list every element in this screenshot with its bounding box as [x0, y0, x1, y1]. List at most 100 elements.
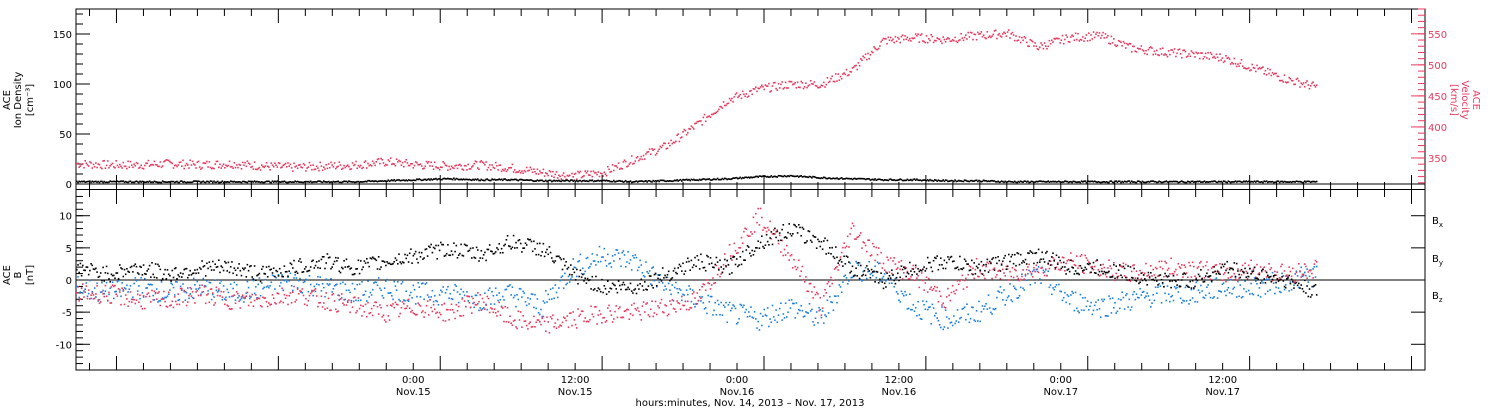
bz-point	[423, 316, 425, 318]
density-point	[574, 180, 577, 183]
by-point	[621, 251, 623, 254]
by-point	[634, 254, 637, 256]
velocity-point	[299, 164, 301, 166]
bz-point	[599, 313, 602, 315]
density-point	[320, 181, 323, 183]
bx-point	[786, 237, 788, 239]
velocity-point	[226, 165, 228, 168]
density-point	[1184, 181, 1187, 184]
velocity-point	[928, 38, 930, 40]
by-point	[152, 294, 154, 297]
density-point	[82, 180, 84, 183]
density-point	[1156, 181, 1158, 184]
density-point	[1166, 181, 1169, 183]
bx-point	[932, 259, 935, 262]
velocity-point	[130, 164, 133, 166]
density-point	[419, 178, 422, 181]
velocity-point	[900, 35, 903, 38]
bx-point	[465, 244, 467, 247]
density-point	[702, 178, 705, 180]
velocity-point	[582, 175, 584, 178]
bx-point	[140, 266, 142, 268]
bz-point	[1056, 261, 1059, 264]
bz-point	[1269, 268, 1271, 271]
bx-point	[164, 268, 166, 271]
density-point	[338, 181, 341, 184]
bz-point	[397, 303, 399, 306]
velocity-point	[294, 166, 296, 168]
bz-point	[774, 233, 776, 235]
by-point	[269, 285, 271, 287]
by-point	[1141, 291, 1144, 293]
density-point	[658, 180, 660, 183]
by-point	[1258, 287, 1261, 289]
bx-point	[453, 242, 455, 244]
density-point	[1241, 181, 1244, 183]
by-point	[683, 294, 685, 296]
velocity-point	[1307, 84, 1310, 86]
density-point	[633, 181, 635, 183]
bx-point	[842, 265, 844, 267]
by-point	[1263, 279, 1265, 281]
by-point	[250, 296, 252, 298]
bz-point	[534, 326, 536, 328]
density-point	[376, 180, 379, 183]
velocity-point	[1006, 31, 1009, 33]
density-point	[691, 179, 694, 181]
bz-point	[1198, 262, 1201, 264]
density-point	[1060, 181, 1063, 183]
bz-point	[351, 306, 354, 308]
density-point	[235, 181, 238, 183]
density-point	[531, 180, 534, 182]
bz-point	[652, 315, 654, 318]
density-point	[590, 179, 592, 182]
bz-point	[931, 289, 934, 292]
bz-point	[1183, 264, 1185, 266]
velocity-point	[206, 160, 208, 163]
bz-point	[1179, 267, 1182, 269]
velocity-point	[519, 172, 522, 174]
bx-point	[228, 271, 231, 274]
bx-point	[727, 264, 730, 266]
by-point	[746, 316, 749, 318]
bz-point	[703, 283, 706, 286]
bx-point	[672, 270, 675, 272]
bz-point	[331, 294, 333, 296]
bz-point	[457, 305, 460, 308]
velocity-point	[204, 162, 207, 165]
bx-point	[479, 257, 481, 259]
density-point	[716, 177, 719, 180]
velocity-point	[624, 160, 627, 163]
density-point	[986, 180, 989, 183]
velocity-point	[1216, 56, 1219, 59]
by-point	[986, 308, 989, 310]
by-point	[730, 309, 732, 312]
by-point	[1077, 310, 1079, 312]
bz-point	[814, 293, 817, 296]
velocity-point	[1190, 50, 1193, 52]
by-point	[1312, 268, 1314, 270]
bz-point	[404, 307, 406, 310]
bz-point	[388, 319, 391, 321]
velocity-point	[508, 167, 510, 169]
bx-point	[320, 258, 323, 261]
velocity-point	[954, 36, 956, 39]
velocity-point	[1212, 56, 1214, 59]
density-point	[1306, 180, 1308, 183]
by-point	[561, 275, 564, 277]
bx-point	[929, 261, 931, 264]
bz-point	[835, 267, 837, 269]
bz-point	[1288, 266, 1290, 268]
density-point	[298, 181, 300, 183]
velocity-point	[650, 153, 652, 156]
by-point	[548, 298, 551, 301]
bz-point	[623, 310, 626, 312]
by-point	[508, 285, 510, 287]
by-point	[879, 280, 881, 282]
by-point	[1012, 285, 1015, 288]
velocity-point	[333, 162, 336, 164]
by-point	[1210, 281, 1213, 283]
density-point	[537, 180, 540, 182]
bx-point	[156, 277, 158, 279]
bx-point	[548, 246, 551, 248]
